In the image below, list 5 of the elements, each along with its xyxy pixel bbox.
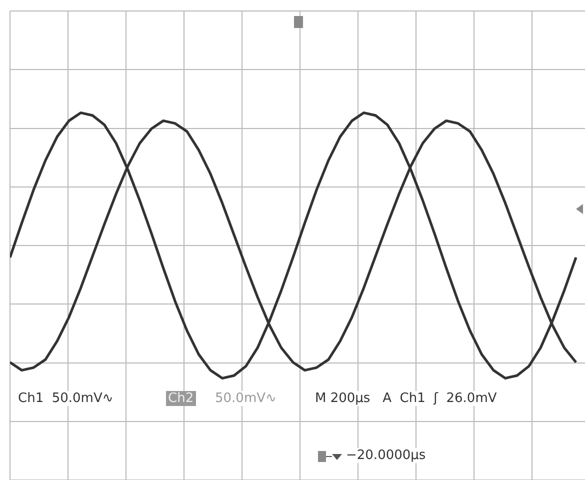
- text: 50.0mV∿: [213, 391, 278, 406]
- text: Ch1 50.0mV∿: [18, 391, 114, 406]
- text: −20.0000µs: [346, 448, 426, 463]
- text: M 200µs A Ch1 ʃ 26.0mV: [315, 391, 497, 406]
- text: Ch2: [166, 391, 196, 406]
